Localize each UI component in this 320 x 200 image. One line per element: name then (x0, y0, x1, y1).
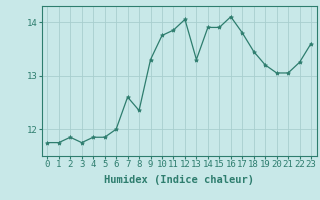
X-axis label: Humidex (Indice chaleur): Humidex (Indice chaleur) (104, 175, 254, 185)
